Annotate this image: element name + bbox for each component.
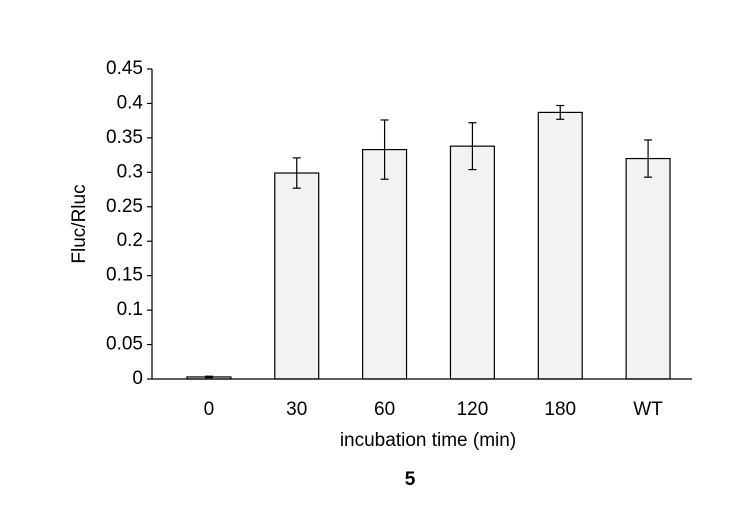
x-tick-label: 180	[544, 399, 576, 420]
bar	[362, 149, 408, 380]
x-axis-label: incubation time (min)	[340, 430, 516, 451]
y-tick-label: 0.15	[106, 265, 143, 286]
y-tick-label: 0.25	[106, 196, 143, 217]
y-tick-label: 0.4	[117, 92, 144, 113]
y-tick-label: 0	[132, 368, 143, 389]
y-tick-label: 0.2	[117, 230, 143, 251]
y-tick-label: 0.05	[106, 334, 143, 355]
error-bar	[292, 157, 301, 189]
y-axis-label: Fluc/Rluc	[69, 184, 90, 263]
error-bar	[556, 104, 565, 120]
y-tick-label: 0.1	[117, 299, 143, 320]
error-bar	[468, 122, 477, 171]
error-bar	[380, 119, 389, 180]
y-tick-label: 0.3	[117, 161, 143, 182]
x-tick-label: 30	[286, 399, 307, 420]
bar	[537, 111, 583, 380]
bar	[274, 172, 320, 380]
y-tick-label: 0.35	[106, 127, 143, 148]
error-bar	[644, 139, 653, 178]
x-tick-label: 120	[457, 399, 489, 420]
x-tick-label: 60	[374, 399, 395, 420]
x-tick-label: WT	[633, 399, 663, 420]
y-tick-label: 0.45	[106, 58, 143, 79]
bar	[625, 157, 671, 380]
x-tick-label: 0	[204, 399, 215, 420]
error-bar	[204, 375, 213, 379]
bar	[449, 145, 495, 380]
caption: 5	[405, 469, 416, 490]
